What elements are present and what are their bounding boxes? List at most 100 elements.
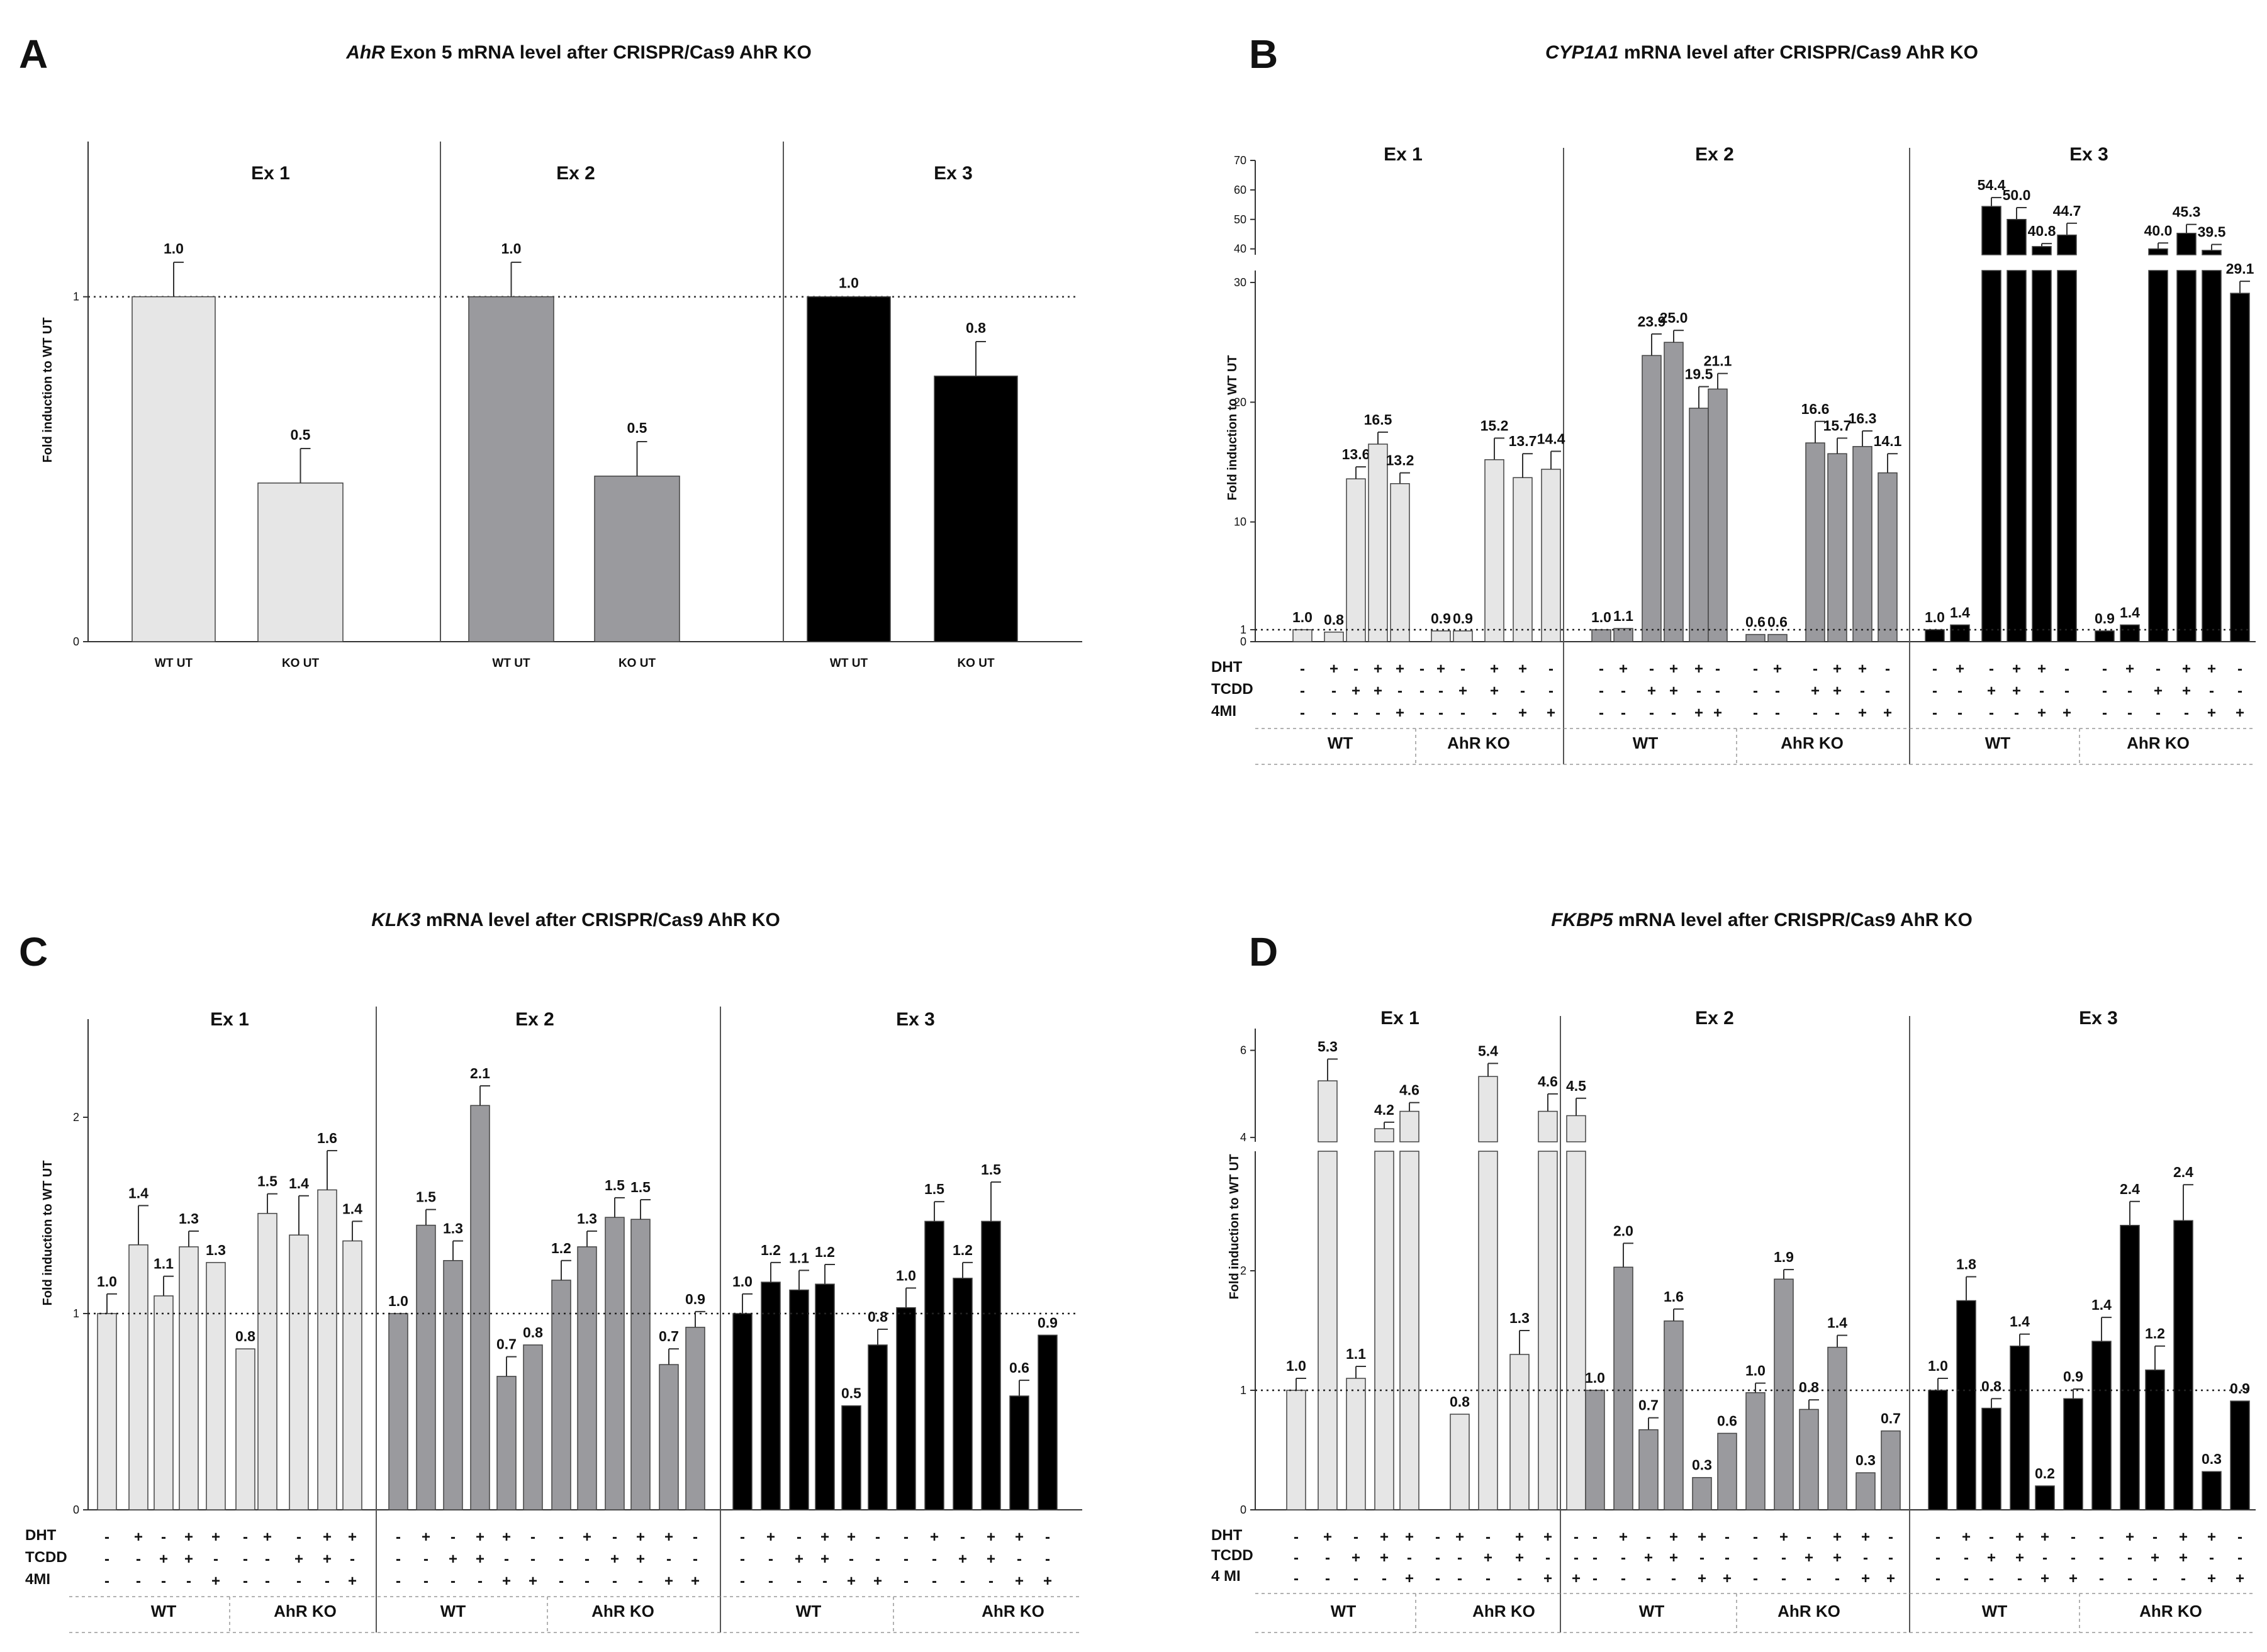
data-label: 2.4 <box>2173 1164 2193 1180</box>
panel-label: A <box>19 31 48 77</box>
bar <box>154 1295 174 1510</box>
treatment-sign: - <box>1419 683 1425 700</box>
treatment-sign: - <box>396 1529 401 1546</box>
treatment-sign: - <box>1935 1570 1940 1587</box>
treatment-sign: - <box>1045 1529 1050 1546</box>
panel-B: B CYP1A1 mRNA level after CRISPR/Cas9 AhR… <box>1211 31 2256 765</box>
data-label: 1.0 <box>839 275 859 291</box>
data-label: 1.0 <box>1286 1358 1306 1374</box>
group-label: AhR KO <box>591 1602 654 1621</box>
panel-title: AhR Exon 5 mRNA level after CRISPR/Cas9 … <box>345 42 812 63</box>
treatment-sign: - <box>1460 705 1465 722</box>
bar <box>1925 629 1945 642</box>
data-label: 29.1 <box>2226 260 2254 277</box>
bar <box>761 1281 781 1510</box>
bar-upper <box>2032 246 2052 255</box>
treatment-sign: - <box>1989 1529 1994 1546</box>
treatment-sign: + <box>2012 683 2021 700</box>
data-label: 1.8 <box>1956 1256 1976 1273</box>
bar <box>1638 1429 1659 1510</box>
data-label: 0.8 <box>1799 1379 1819 1395</box>
treatment-sign: - <box>1753 1570 1758 1587</box>
y-tick-label: 40 <box>1234 243 1246 255</box>
panel-C: C KLK3 mRNA level after CRISPR/Cas9 AhR K… <box>19 910 1082 1633</box>
data-label: 0.8 <box>868 1309 888 1325</box>
treatment-sign: - <box>451 1529 456 1546</box>
bar <box>577 1246 597 1510</box>
treatment-sign: + <box>1833 1529 1842 1546</box>
treatment-sign: + <box>1713 705 1722 722</box>
treatment-sign: + <box>2015 1549 2024 1566</box>
treatment-sign: - <box>740 1573 745 1590</box>
bar <box>659 1364 679 1510</box>
treatment-sign: - <box>1957 683 1962 700</box>
treatment-sign: + <box>2179 1549 2188 1566</box>
treatment-sign: - <box>1457 1570 1462 1587</box>
bar <box>1346 478 1366 642</box>
treatment-sign: + <box>1396 661 1404 678</box>
treatment-sign: - <box>1715 683 1720 700</box>
treatment-sign: - <box>396 1573 401 1590</box>
bar <box>1450 1414 1470 1510</box>
data-label: 1.4 <box>2091 1297 2112 1313</box>
group-label: WT <box>1328 734 1353 752</box>
treatment-sign: - <box>585 1573 590 1590</box>
bar <box>1642 355 1662 642</box>
bar <box>132 296 216 642</box>
data-label: 1.5 <box>924 1181 944 1197</box>
treatment-sign: + <box>2236 1570 2244 1587</box>
data-label: 23.9 <box>1638 313 1666 330</box>
treatment-sign: + <box>820 1551 829 1568</box>
data-label: 1.0 <box>388 1293 408 1309</box>
bar <box>2010 1345 2030 1510</box>
data-label: 0.5 <box>627 420 647 436</box>
bar <box>630 1219 651 1510</box>
treatment-sign: - <box>1331 683 1336 700</box>
treatment-row-label: DHT <box>1211 659 1243 676</box>
treatment-sign: - <box>1753 661 1758 678</box>
treatment-sign: + <box>2037 705 2046 722</box>
y-tick-label: 0 <box>73 635 79 648</box>
treatment-sign: + <box>1405 1570 1414 1587</box>
treatment-sign: - <box>559 1551 564 1568</box>
data-label: 0.7 <box>1881 1410 1901 1427</box>
treatment-sign: - <box>666 1551 671 1568</box>
data-label: 0.8 <box>1981 1378 2001 1394</box>
bar <box>128 1244 148 1510</box>
treatment-sign: + <box>873 1573 882 1590</box>
data-label: 4.6 <box>1538 1073 1558 1090</box>
data-label: 1.5 <box>605 1177 625 1193</box>
treatment-sign: + <box>1886 1570 1895 1587</box>
treatment-sign: - <box>265 1551 270 1568</box>
treatment-sign: + <box>1694 705 1703 722</box>
data-label: 0.7 <box>496 1336 517 1353</box>
treatment-sign: + <box>2151 1549 2159 1566</box>
treatment-sign: - <box>693 1551 698 1568</box>
treatment-sign: - <box>1599 705 1604 722</box>
treatment-sign: + <box>1374 683 1382 700</box>
treatment-sign: - <box>1835 1570 1840 1587</box>
treatment-sign: + <box>2154 683 2163 700</box>
treatment-sign: + <box>2236 705 2244 722</box>
treatment-sign: - <box>1649 705 1654 722</box>
data-label: 0.9 <box>1431 610 1451 627</box>
treatment-sign: - <box>1592 1570 1598 1587</box>
treatment-sign: - <box>740 1529 745 1546</box>
treatment-sign: - <box>2209 683 2214 700</box>
panel-label: B <box>1249 31 1278 77</box>
panel-title-gene: FKBP5 <box>1551 910 1614 930</box>
treatment-sign: - <box>1935 1529 1940 1546</box>
treatment-sign: - <box>875 1551 880 1568</box>
data-label: 1.1 <box>1346 1346 1366 1362</box>
treatment-sign: + <box>636 1529 645 1546</box>
treatment-sign: - <box>1753 1529 1758 1546</box>
bar <box>1292 629 1313 642</box>
data-label: 40.0 <box>2144 222 2173 238</box>
treatment-sign: + <box>1669 661 1678 678</box>
bar <box>551 1280 571 1510</box>
treatment-sign: - <box>136 1573 141 1590</box>
treatment-sign: - <box>325 1573 330 1590</box>
treatment-sign: - <box>1517 1570 1522 1587</box>
data-label: 1.5 <box>630 1179 651 1195</box>
treatment-sign: + <box>691 1573 700 1590</box>
